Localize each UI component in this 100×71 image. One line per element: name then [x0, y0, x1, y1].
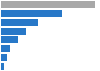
Bar	[0, 10, 62, 17]
Bar	[0, 45, 10, 52]
Bar	[0, 54, 7, 61]
Bar	[0, 27, 26, 35]
Bar	[0, 19, 38, 26]
Bar	[0, 36, 18, 44]
Bar	[0, 63, 4, 70]
Bar	[0, 1, 95, 8]
